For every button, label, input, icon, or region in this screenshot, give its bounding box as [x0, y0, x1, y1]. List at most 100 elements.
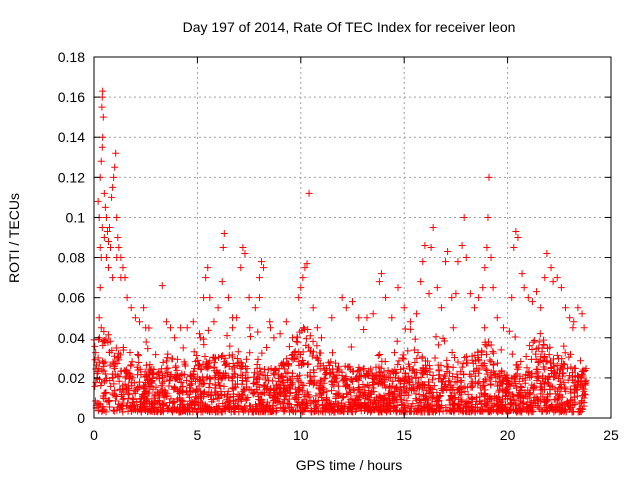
data-point [489, 405, 497, 413]
data-point [536, 358, 544, 366]
data-point [556, 370, 564, 378]
data-point [359, 391, 367, 399]
data-point [159, 358, 167, 366]
data-point [449, 401, 457, 409]
data-point [381, 396, 389, 404]
data-point [318, 383, 326, 391]
data-point [458, 242, 466, 250]
data-point [569, 324, 577, 332]
data-point [549, 278, 557, 286]
data-point [517, 387, 525, 395]
data-point [234, 391, 242, 399]
data-point [187, 397, 195, 405]
data-point [376, 350, 384, 358]
data-point [341, 375, 349, 383]
data-point [297, 284, 305, 292]
data-point [578, 310, 586, 318]
data-point [497, 398, 505, 406]
data-point [295, 294, 303, 302]
data-point [135, 318, 143, 326]
data-point [338, 294, 346, 302]
data-point [212, 384, 220, 392]
data-point [187, 388, 195, 396]
data-point [449, 324, 457, 332]
data-points [90, 87, 590, 416]
data-point [576, 357, 584, 365]
data-point [563, 397, 571, 405]
data-point [205, 363, 213, 371]
data-point [320, 404, 328, 412]
data-point [546, 382, 554, 390]
data-point [429, 385, 437, 393]
data-point [276, 330, 284, 338]
data-point [306, 369, 314, 377]
data-point [580, 394, 588, 402]
data-point [379, 403, 387, 411]
data-point [517, 407, 525, 415]
data-point [135, 358, 143, 366]
data-point [288, 354, 296, 362]
data-point [479, 284, 487, 292]
data-point [128, 358, 136, 366]
data-point [454, 374, 462, 382]
data-point [577, 372, 585, 380]
data-point [182, 387, 190, 395]
data-point [397, 365, 405, 373]
data-point [571, 364, 579, 372]
data-point [539, 336, 547, 344]
data-point [224, 294, 232, 302]
data-point [125, 386, 133, 394]
data-point [533, 288, 541, 296]
data-point [558, 399, 566, 407]
data-point [528, 381, 536, 389]
data-point [317, 334, 325, 342]
data-point [141, 384, 149, 392]
data-point [148, 378, 156, 386]
data-point [254, 393, 262, 401]
data-point [164, 350, 172, 358]
data-point [237, 359, 245, 367]
data-point [229, 399, 237, 407]
data-point [128, 382, 136, 390]
data-point [127, 372, 135, 380]
data-point [483, 244, 491, 252]
data-point [521, 379, 529, 387]
data-point [557, 383, 565, 391]
data-point [164, 405, 172, 413]
data-point [541, 352, 549, 360]
data-point [429, 372, 437, 380]
data-point [146, 361, 154, 369]
data-point [533, 345, 541, 353]
data-point [482, 401, 490, 409]
data-point [454, 258, 462, 266]
data-point [192, 358, 200, 366]
data-point [582, 377, 590, 385]
data-point [202, 358, 210, 366]
data-point [119, 401, 127, 409]
data-point [104, 264, 112, 272]
data-point [134, 371, 142, 379]
data-point [309, 337, 317, 345]
data-point [454, 358, 462, 366]
data-point [373, 394, 381, 402]
data-point [121, 367, 129, 375]
data-point [377, 364, 385, 372]
data-point [511, 333, 519, 341]
data-point [564, 376, 572, 384]
data-point [400, 304, 408, 312]
data-point [203, 390, 211, 398]
data-point [140, 385, 148, 393]
data-point [106, 223, 114, 231]
data-point [468, 383, 476, 391]
data-point [441, 372, 449, 380]
data-point [453, 405, 461, 413]
data-point [220, 229, 228, 237]
data-point [526, 342, 534, 350]
data-point [306, 347, 314, 355]
data-point [475, 294, 483, 302]
data-point [149, 369, 157, 377]
data-point [454, 385, 462, 393]
data-point [399, 354, 407, 362]
data-point [250, 390, 258, 398]
